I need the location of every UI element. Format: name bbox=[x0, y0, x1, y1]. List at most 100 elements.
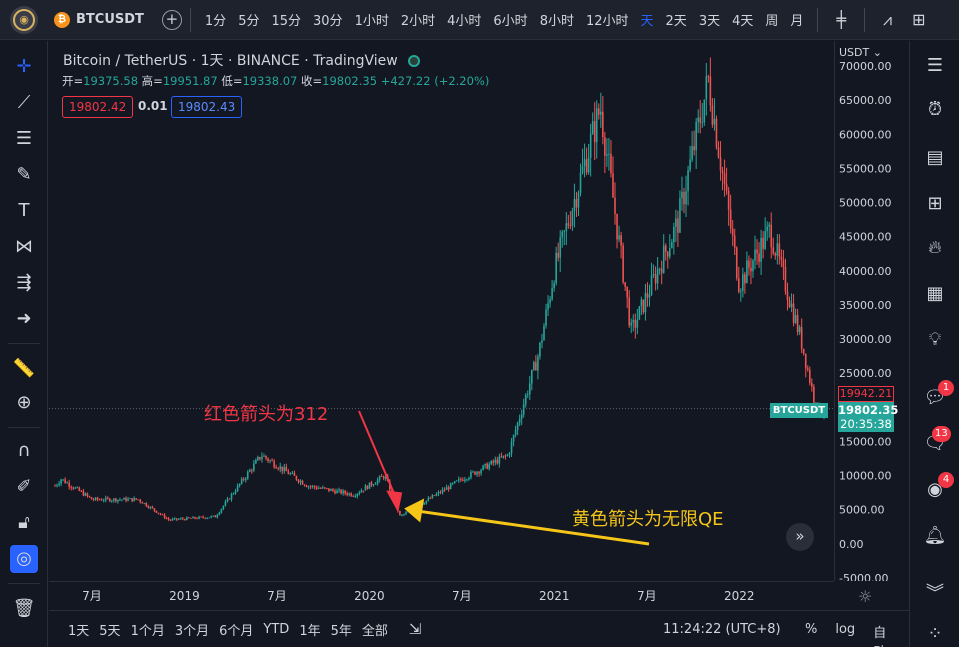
candle-body bbox=[600, 111, 602, 115]
red-arrow-head[interactable] bbox=[386, 490, 403, 513]
candle-body bbox=[399, 510, 401, 516]
globe-icon[interactable]: ◉ bbox=[10, 5, 38, 34]
ideas-icon[interactable]: 💡︎ bbox=[928, 329, 942, 350]
settings-gear-icon[interactable]: ☼ bbox=[858, 587, 873, 606]
interval-6[interactable]: 4小时 bbox=[447, 14, 482, 29]
text-icon[interactable]: T bbox=[18, 200, 30, 221]
interval-13[interactable]: 4天 bbox=[732, 14, 754, 29]
range-3[interactable]: 3个月 bbox=[174, 623, 210, 639]
yellow-arrow-annotation-text[interactable]: 黄色箭头为无限QE bbox=[572, 509, 724, 530]
candle-body bbox=[575, 199, 578, 208]
open-value: 19375.58 bbox=[83, 74, 139, 88]
candle-body bbox=[780, 256, 783, 260]
interval-3[interactable]: 30分 bbox=[313, 14, 343, 29]
candle-body bbox=[281, 466, 284, 472]
red-arrow-annotation-text[interactable]: 红色箭头为312 bbox=[204, 404, 329, 425]
range-1[interactable]: 5天 bbox=[99, 623, 121, 639]
interval-5[interactable]: 2小时 bbox=[400, 14, 436, 29]
arrow-icon[interactable]: ➜ bbox=[16, 308, 32, 329]
candle-body bbox=[494, 459, 497, 463]
yellow-arrow-shaft[interactable] bbox=[413, 509, 650, 546]
interval-15[interactable]: 月 bbox=[790, 14, 804, 29]
range-4[interactable]: 6个月 bbox=[219, 623, 254, 639]
hide-drawings-icon[interactable]: ◎ bbox=[10, 545, 38, 573]
buy-button[interactable]: 19802.43 bbox=[171, 96, 243, 118]
range-6[interactable]: 1年 bbox=[299, 623, 321, 639]
zoom-in-icon[interactable]: ⊕ bbox=[16, 392, 32, 413]
ohlc-legend: 开=19375.58 高=19951.87 低=19338.07 收=19802… bbox=[62, 74, 490, 88]
candle-body bbox=[121, 499, 123, 501]
date-range-calendar-icon[interactable]: ⇲ bbox=[408, 620, 422, 638]
red-arrow-shaft[interactable] bbox=[358, 410, 398, 499]
candles-icon[interactable]: ╪ bbox=[836, 10, 847, 29]
percent-scale-toggle[interactable]: % bbox=[805, 622, 818, 637]
scroll-to-realtime-button[interactable]: » bbox=[786, 523, 814, 551]
templates-icon[interactable]: ⊞ bbox=[912, 10, 926, 29]
candle-body bbox=[76, 487, 79, 489]
lock-icon[interactable]: 🔓︎ bbox=[18, 512, 30, 533]
candle-body bbox=[687, 170, 689, 192]
interval-1[interactable]: 5分 bbox=[238, 14, 260, 29]
auto-scale-toggle[interactable]: 自动 bbox=[873, 626, 887, 647]
range-2[interactable]: 1个月 bbox=[130, 623, 165, 639]
range-8[interactable]: 全部 bbox=[361, 623, 388, 639]
notifications-icon[interactable]: 🔔︎ bbox=[923, 525, 947, 546]
calendar-icon[interactable]: ▦ bbox=[926, 283, 944, 304]
fib-icon[interactable]: ☰ bbox=[15, 128, 33, 149]
collapse-icon[interactable]: ︾ bbox=[926, 583, 944, 604]
timezone-clock[interactable]: 11:24:22 (UTC+8) bbox=[663, 622, 781, 637]
candle-body bbox=[277, 468, 279, 470]
brush-icon[interactable]: ✎ bbox=[16, 164, 32, 185]
yellow-arrow-head[interactable] bbox=[404, 498, 425, 523]
interval-14[interactable]: 周 bbox=[765, 14, 779, 29]
interval-11[interactable]: 2天 bbox=[665, 14, 687, 29]
add-list-icon[interactable]: ⊞ bbox=[927, 193, 943, 214]
interval-10[interactable]: 天 bbox=[640, 14, 654, 29]
candle-body bbox=[370, 482, 373, 486]
interval-12[interactable]: 3天 bbox=[698, 14, 721, 29]
pattern-icon[interactable]: ⋈ bbox=[15, 236, 33, 257]
ruler-icon[interactable]: 📏 bbox=[12, 358, 36, 379]
candle-body bbox=[111, 500, 113, 502]
price-chart[interactable] bbox=[49, 41, 834, 581]
candle-body bbox=[468, 477, 470, 480]
pencil-lock-icon[interactable]: ✐ bbox=[16, 476, 32, 497]
forecast-icon[interactable]: ⇶ bbox=[16, 272, 32, 293]
chart-title-text: Bitcoin / TetherUS · 1天 · BINANCE · Trad… bbox=[63, 53, 398, 69]
interval-9[interactable]: 12小时 bbox=[585, 14, 629, 29]
range-5[interactable]: YTD bbox=[263, 621, 290, 637]
interval-0[interactable]: 1分 bbox=[204, 14, 227, 29]
interval-8[interactable]: 8小时 bbox=[539, 14, 574, 29]
candle-body bbox=[504, 455, 507, 457]
symbol-search-button[interactable]: ₿ BTCUSDT bbox=[54, 11, 144, 28]
alarm-icon[interactable]: ⏰︎ bbox=[927, 99, 943, 120]
interval-7[interactable]: 6小时 bbox=[493, 14, 528, 29]
trash-icon[interactable]: 🗑︎ bbox=[12, 598, 36, 619]
range-0[interactable]: 1天 bbox=[68, 623, 90, 639]
grid-icon[interactable]: ⁘ bbox=[927, 623, 943, 644]
candle-body bbox=[222, 505, 225, 509]
candle-body bbox=[526, 394, 529, 395]
price-axis[interactable]: 70000.00 65000.00 60000.00 55000.00 50000.00… bbox=[834, 41, 908, 585]
currency-selector[interactable]: USDT ⌄ bbox=[839, 46, 882, 59]
time-axis[interactable]: 7月 2019 7月 2020 7月 2021 7月 2022 bbox=[49, 581, 834, 609]
indicators-icon[interactable]: ⩘ bbox=[883, 9, 893, 29]
candle-body bbox=[462, 479, 464, 481]
candle-body bbox=[336, 490, 338, 494]
interval-4[interactable]: 1小时 bbox=[354, 14, 389, 29]
market-status-icon[interactable] bbox=[407, 55, 420, 67]
interval-2[interactable]: 15分 bbox=[271, 14, 302, 29]
compare-symbol-button[interactable]: + bbox=[161, 9, 182, 30]
candle-body bbox=[149, 506, 152, 508]
candle-body bbox=[551, 288, 553, 300]
trend-line-icon[interactable]: ⟋ bbox=[17, 92, 31, 113]
crosshair-icon[interactable]: ✛ bbox=[16, 56, 32, 77]
news-icon[interactable]: ▤ bbox=[926, 147, 944, 168]
candle-body bbox=[143, 503, 146, 504]
watchlist-icon[interactable]: ☰ bbox=[926, 55, 944, 76]
magnet-icon[interactable]: ∩ bbox=[17, 440, 31, 461]
sell-button[interactable]: 19802.42 bbox=[62, 96, 134, 118]
hotlist-icon[interactable]: 🔥︎ bbox=[928, 237, 942, 258]
range-7[interactable]: 5年 bbox=[330, 623, 352, 639]
log-scale-toggle[interactable]: log bbox=[835, 622, 856, 637]
